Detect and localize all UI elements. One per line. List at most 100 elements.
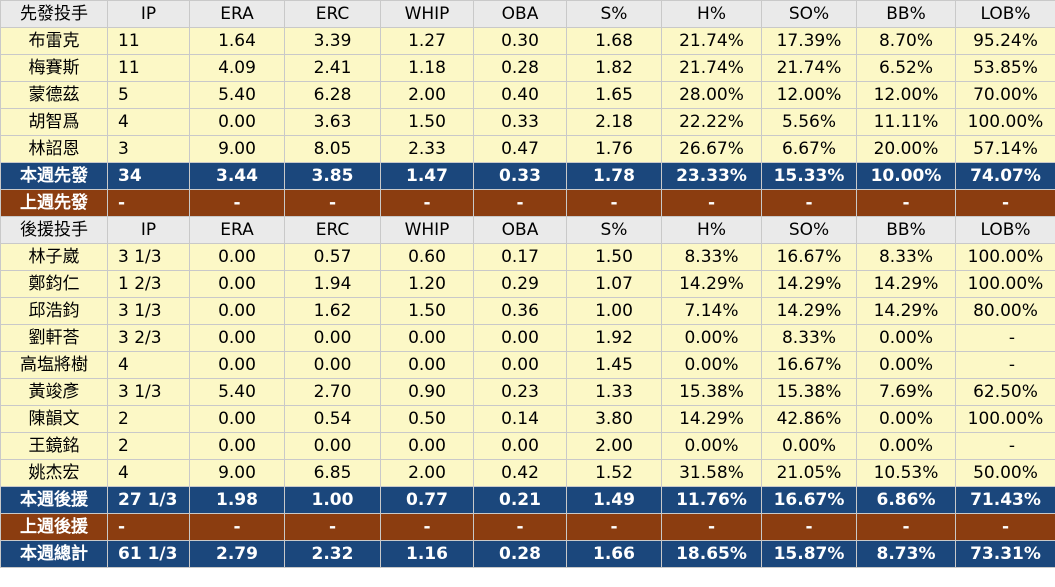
stat-cell-erc: 2.70 — [284, 378, 381, 406]
stat-cell-era: - — [189, 189, 285, 217]
stat-cell-oba: 0.40 — [473, 81, 567, 109]
stat-cell-h-pct: 11.76% — [661, 486, 762, 514]
stat-cell-h-pct: 15.38% — [661, 378, 762, 406]
stat-cell-so-pct: 5.56% — [761, 108, 857, 136]
column-header: S% — [566, 216, 662, 244]
pitcher-row: 邱浩鈞 3 1/3 0.00 1.62 1.50 0.36 1.00 7.14% 14.29% 1… — [0, 297, 1055, 325]
stat-cell-s-pct: 2.18 — [566, 108, 662, 136]
stat-cell-bb-pct: 8.33% — [856, 243, 956, 271]
section-header-row: 先發投手 IP ERA ERC WHIP OBA S% H% SO% BB% LOB% — [0, 0, 1055, 28]
stat-cell-ip: 4 — [107, 351, 190, 379]
stat-cell-bb-pct: - — [856, 189, 956, 217]
stat-cell-ip: 4 — [107, 108, 190, 136]
stat-cell-lob-pct: 100.00% — [955, 243, 1055, 271]
column-header: ERC — [284, 0, 381, 28]
row-label: 姚杰宏 — [0, 459, 108, 487]
stat-cell-oba: 0.33 — [473, 162, 567, 190]
stat-cell-era: 0.00 — [189, 108, 285, 136]
stat-cell-s-pct: 1.45 — [566, 351, 662, 379]
stat-cell-era: - — [189, 513, 285, 541]
row-label: 林詔恩 — [0, 135, 108, 163]
stat-cell-so-pct: 8.33% — [761, 324, 857, 352]
this-week-total-row: 本週先發 34 3.44 3.85 1.47 0.33 1.78 23.33% 15.33% 10… — [0, 162, 1055, 190]
stat-cell-bb-pct: 8.70% — [856, 27, 956, 55]
stat-cell-s-pct: 1.65 — [566, 81, 662, 109]
stat-cell-era: 0.00 — [189, 432, 285, 460]
column-header: ERC — [284, 216, 381, 244]
stat-cell-h-pct: 0.00% — [661, 351, 762, 379]
stat-cell-h-pct: 0.00% — [661, 324, 762, 352]
stat-cell-era: 0.00 — [189, 243, 285, 271]
stat-cell-ip: 61 1/3 — [107, 540, 190, 568]
row-label: 蒙德茲 — [0, 81, 108, 109]
stat-cell-lob-pct: - — [955, 324, 1055, 352]
stat-cell-s-pct: 1.33 — [566, 378, 662, 406]
stat-cell-whip: 2.33 — [380, 135, 474, 163]
pitcher-row: 林子崴 3 1/3 0.00 0.57 0.60 0.17 1.50 8.33% 16.67% 8… — [0, 243, 1055, 271]
stat-cell-s-pct: 2.00 — [566, 432, 662, 460]
stat-cell-oba: 0.14 — [473, 405, 567, 433]
stat-cell-lob-pct: 73.31% — [955, 540, 1055, 568]
stat-cell-erc: 2.41 — [284, 54, 381, 82]
stat-cell-era: 3.44 — [189, 162, 285, 190]
table-body: 先發投手 IP ERA ERC WHIP OBA S% H% SO% BB% LOB% 布雷克 11 1.… — [0, 0, 1055, 568]
stat-cell-s-pct: - — [566, 513, 662, 541]
stat-cell-era: 0.00 — [189, 405, 285, 433]
row-label: 本週先發 — [0, 162, 108, 190]
stat-cell-ip: - — [107, 189, 190, 217]
stat-cell-whip: 1.27 — [380, 27, 474, 55]
column-header: OBA — [473, 216, 567, 244]
stat-cell-lob-pct: 53.85% — [955, 54, 1055, 82]
stat-cell-whip: 1.47 — [380, 162, 474, 190]
stat-cell-s-pct: 1.76 — [566, 135, 662, 163]
stat-cell-erc: 8.05 — [284, 135, 381, 163]
column-header: S% — [566, 0, 662, 28]
section-header-label: 後援投手 — [0, 216, 108, 244]
stat-cell-whip: 0.60 — [380, 243, 474, 271]
stat-cell-oba: 0.42 — [473, 459, 567, 487]
stat-cell-lob-pct: - — [955, 513, 1055, 541]
stat-cell-oba: 0.00 — [473, 432, 567, 460]
stat-cell-so-pct: 15.87% — [761, 540, 857, 568]
row-label: 胡智爲 — [0, 108, 108, 136]
row-label: 鄭鈞仁 — [0, 270, 108, 298]
stat-cell-lob-pct: 74.07% — [955, 162, 1055, 190]
stat-cell-s-pct: 1.82 — [566, 54, 662, 82]
stat-cell-lob-pct: 62.50% — [955, 378, 1055, 406]
stat-cell-whip: 0.77 — [380, 486, 474, 514]
stat-cell-h-pct: 8.33% — [661, 243, 762, 271]
row-label: 布雷克 — [0, 27, 108, 55]
row-label: 本週總計 — [0, 540, 108, 568]
section-header-label: 先發投手 — [0, 0, 108, 28]
stat-cell-ip: 11 — [107, 27, 190, 55]
stat-cell-s-pct: 1.52 — [566, 459, 662, 487]
stat-cell-h-pct: 18.65% — [661, 540, 762, 568]
stat-cell-h-pct: 14.29% — [661, 405, 762, 433]
stat-cell-bb-pct: 6.86% — [856, 486, 956, 514]
stat-cell-h-pct: 7.14% — [661, 297, 762, 325]
stat-cell-h-pct: 23.33% — [661, 162, 762, 190]
stat-cell-lob-pct: 80.00% — [955, 297, 1055, 325]
stat-cell-era: 2.79 — [189, 540, 285, 568]
stat-cell-erc: 3.85 — [284, 162, 381, 190]
stat-cell-lob-pct: 100.00% — [955, 108, 1055, 136]
column-header: OBA — [473, 0, 567, 28]
stat-cell-oba: 0.33 — [473, 108, 567, 136]
stat-cell-erc: 1.62 — [284, 297, 381, 325]
stat-cell-h-pct: 21.74% — [661, 54, 762, 82]
stat-cell-whip: 0.50 — [380, 405, 474, 433]
stat-cell-erc: 0.57 — [284, 243, 381, 271]
stat-cell-oba: - — [473, 189, 567, 217]
stat-cell-lob-pct: 57.14% — [955, 135, 1055, 163]
stat-cell-oba: 0.30 — [473, 27, 567, 55]
stat-cell-erc: 0.00 — [284, 324, 381, 352]
stat-cell-oba: - — [473, 513, 567, 541]
stat-cell-h-pct: 22.22% — [661, 108, 762, 136]
column-header: WHIP — [380, 0, 474, 28]
stat-cell-h-pct: 26.67% — [661, 135, 762, 163]
pitcher-row: 蒙德茲 5 5.40 6.28 2.00 0.40 1.65 28.00% 12.00% 12.0… — [0, 81, 1055, 109]
stat-cell-erc: 3.63 — [284, 108, 381, 136]
column-header: SO% — [761, 216, 857, 244]
pitcher-row: 布雷克 11 1.64 3.39 1.27 0.30 1.68 21.74% 17.39% 8.7… — [0, 27, 1055, 55]
stat-cell-so-pct: 14.29% — [761, 270, 857, 298]
